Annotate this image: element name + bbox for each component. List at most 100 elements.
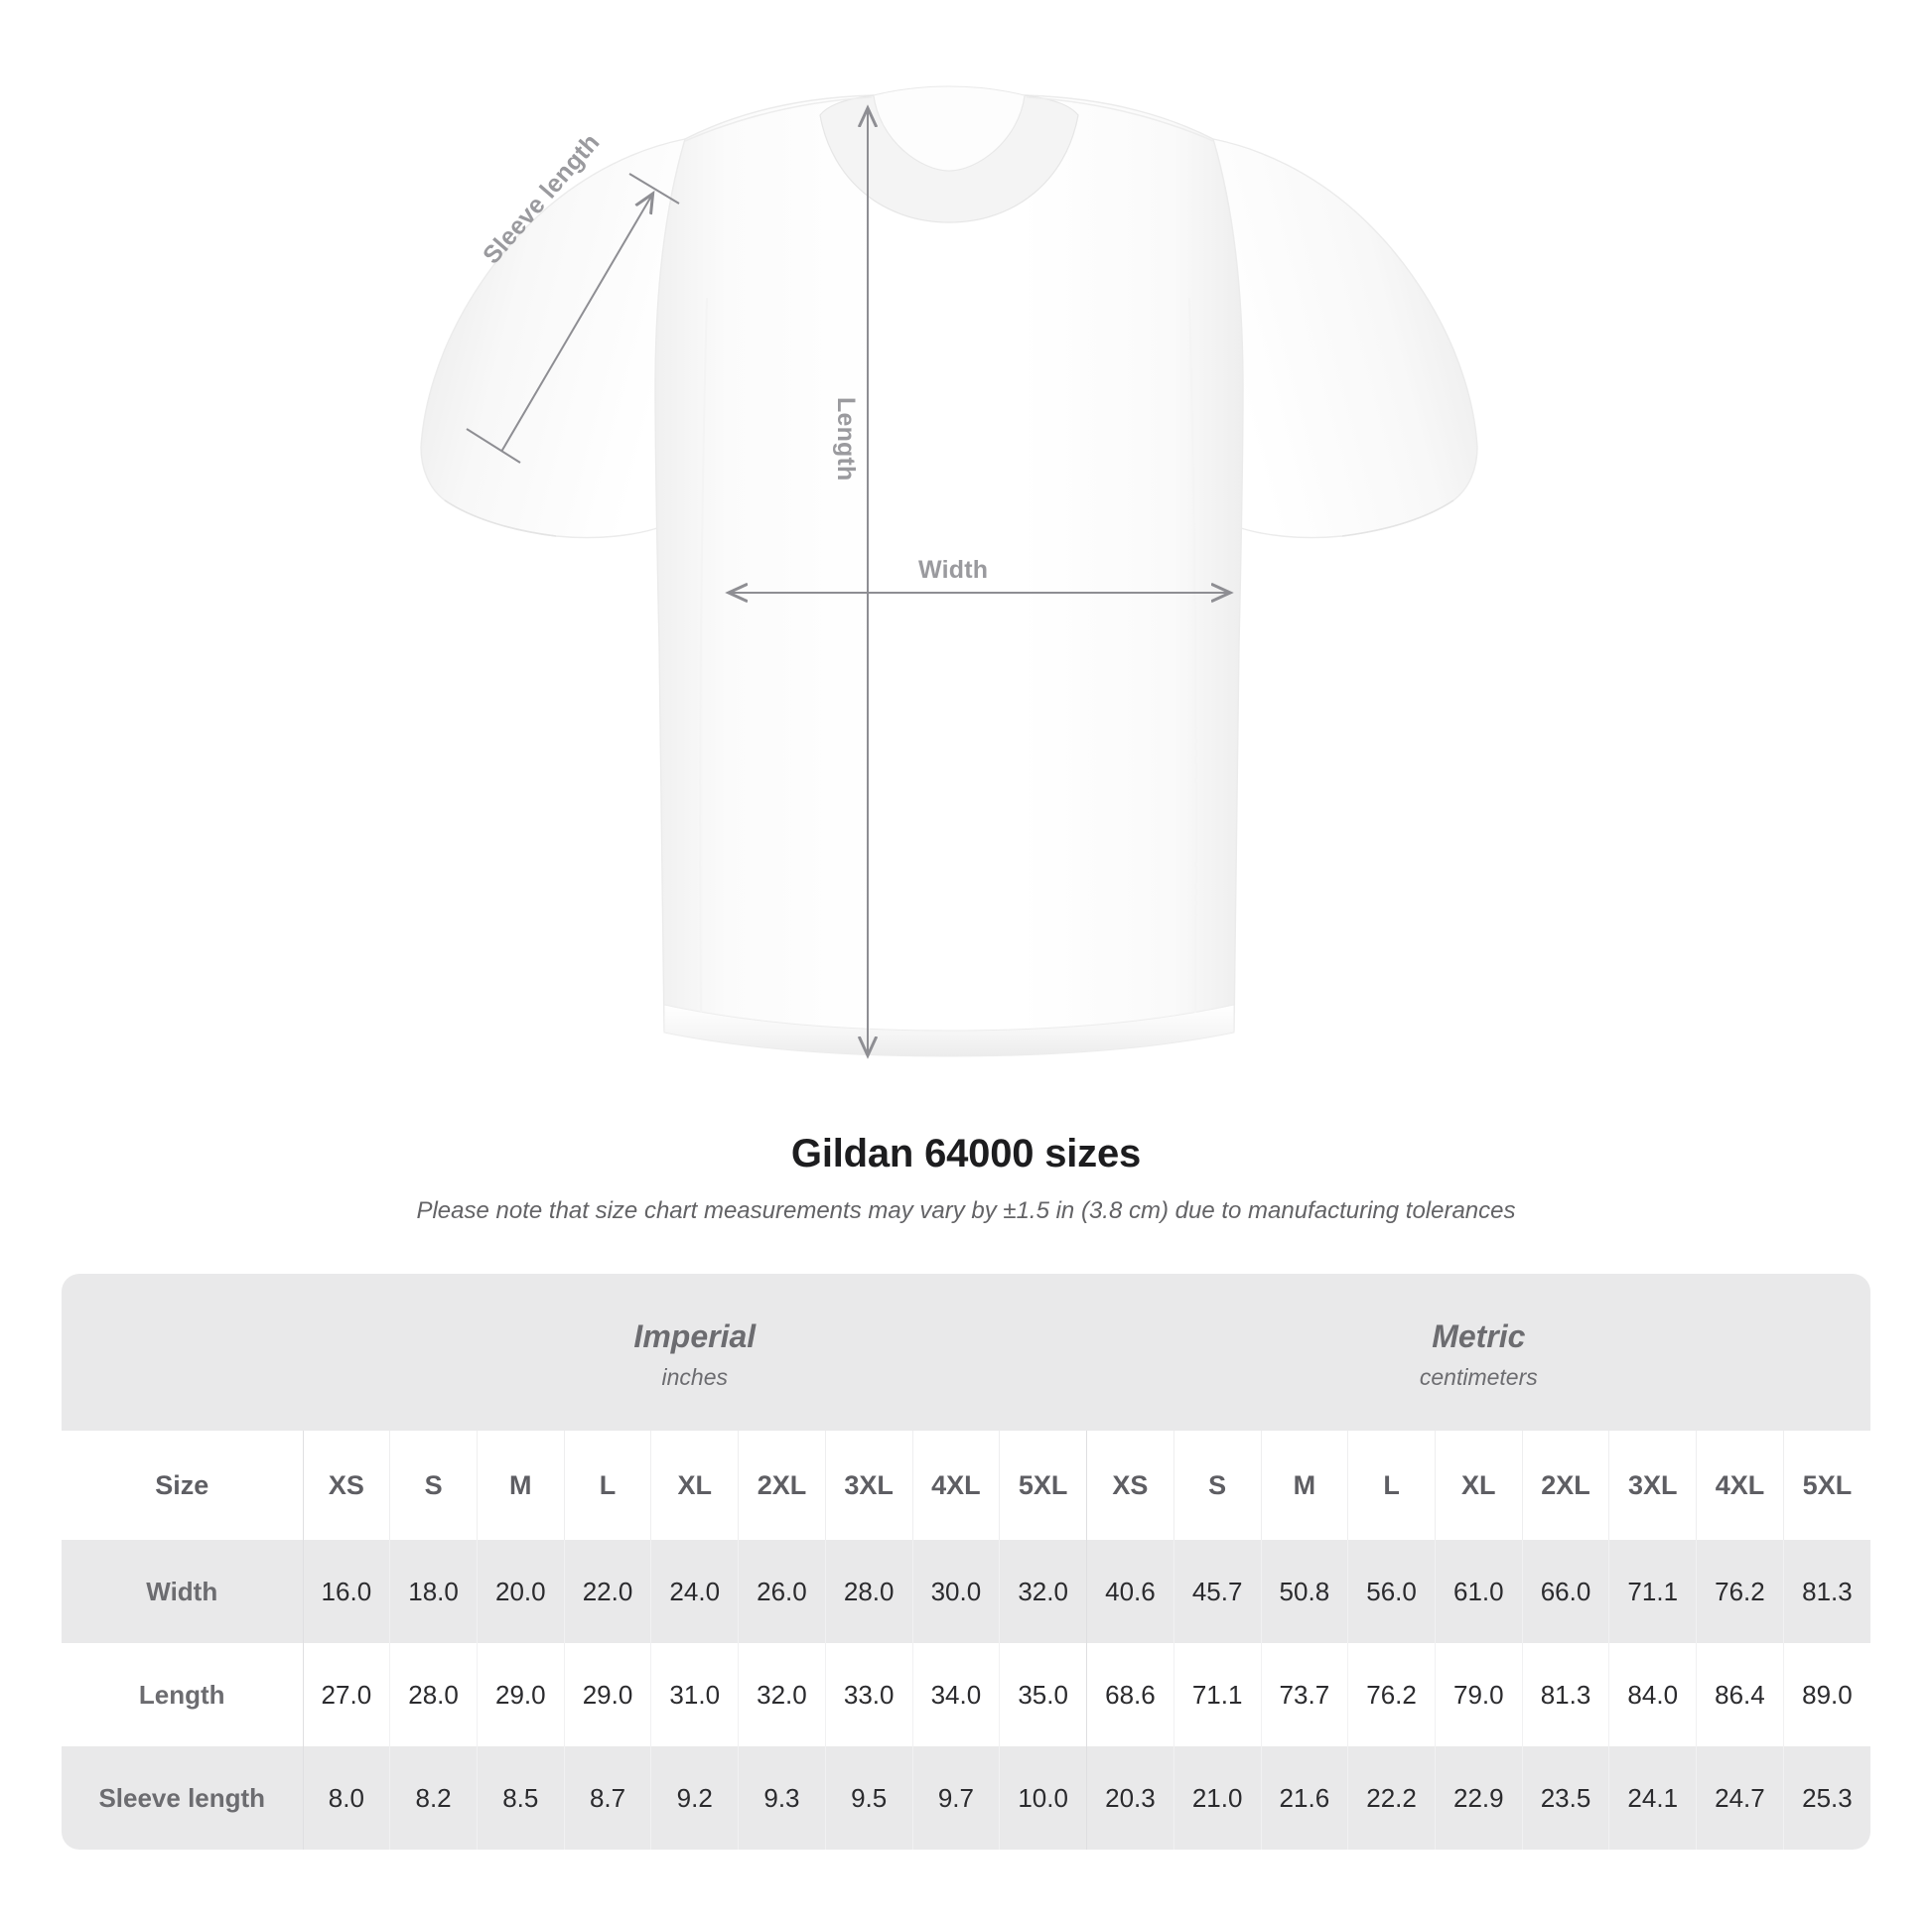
cell-length-metric-3xl: 84.0 — [1608, 1643, 1697, 1746]
cell-sleeve-length-imperial-xs: 8.0 — [302, 1746, 390, 1850]
cell-sleeve-length-metric-3xl: 24.1 — [1608, 1746, 1697, 1850]
row-label-sleeve-length: Sleeve length — [62, 1746, 303, 1850]
cell-sleeve-length-metric-5xl: 25.3 — [1782, 1746, 1870, 1850]
cell-width-metric-3xl: 71.1 — [1608, 1540, 1697, 1643]
tolerance-note: Please note that size chart measurements… — [416, 1197, 1516, 1224]
size-header-2xl: 2XL — [738, 1431, 826, 1540]
unit-block-subtitle: centimeters — [1419, 1363, 1538, 1390]
size-header-l: L — [1347, 1431, 1436, 1540]
cell-sleeve-length-imperial-4xl: 9.7 — [911, 1746, 1000, 1850]
unit-block-metric: Metric centimeters — [1086, 1274, 1870, 1431]
size-header-s: S — [389, 1431, 478, 1540]
cell-length-imperial-s: 28.0 — [389, 1643, 478, 1746]
cell-length-imperial-5xl: 35.0 — [999, 1643, 1087, 1746]
size-header-xs: XS — [302, 1431, 390, 1540]
size-header-xl: XL — [650, 1431, 739, 1540]
cell-width-metric-2xl: 66.0 — [1521, 1540, 1609, 1643]
cell-sleeve-length-imperial-2xl: 9.3 — [738, 1746, 826, 1850]
cell-width-metric-l: 56.0 — [1347, 1540, 1436, 1643]
size-header-3xl: 3XL — [1608, 1431, 1697, 1540]
left-sleeve-hem — [444, 499, 557, 537]
cell-sleeve-length-metric-xl: 22.9 — [1434, 1746, 1523, 1850]
table-row: Length 27.0 28.0 29.0 29.0 31.0 32.0 33.0 34.0 35… — [62, 1643, 1870, 1746]
row-label-length: Length — [62, 1643, 303, 1746]
cell-length-imperial-3xl: 33.0 — [824, 1643, 913, 1746]
cell-length-imperial-xs: 27.0 — [302, 1643, 390, 1746]
cell-length-metric-s: 71.1 — [1173, 1643, 1261, 1746]
cell-width-metric-s: 45.7 — [1173, 1540, 1261, 1643]
size-header-s: S — [1173, 1431, 1261, 1540]
unit-banner-spacer — [62, 1274, 303, 1431]
cell-length-imperial-l: 29.0 — [563, 1643, 651, 1746]
cell-sleeve-length-metric-m: 21.6 — [1260, 1746, 1348, 1850]
cell-sleeve-length-imperial-3xl: 9.5 — [824, 1746, 913, 1850]
cell-width-metric-xs: 40.6 — [1086, 1540, 1174, 1643]
cell-length-metric-xl: 79.0 — [1434, 1643, 1523, 1746]
width-dimension-label: Width — [918, 556, 989, 584]
size-header-row: Size XS S M L XL 2XL 3XL 4XL 5XL XS S M L XL 2XL 3XL 4XL 5… — [62, 1431, 1870, 1540]
cell-sleeve-length-metric-4xl: 24.7 — [1696, 1746, 1784, 1850]
cell-width-imperial-xs: 16.0 — [302, 1540, 390, 1643]
size-header-3xl: 3XL — [824, 1431, 913, 1540]
sleeve-measure-line — [500, 195, 652, 453]
cell-width-metric-xl: 61.0 — [1434, 1540, 1523, 1643]
size-header-4xl: 4XL — [1696, 1431, 1784, 1540]
cell-width-imperial-l: 22.0 — [563, 1540, 651, 1643]
unit-block-name: Metric — [1432, 1318, 1526, 1355]
right-shoulder-seam — [1026, 96, 1214, 142]
cell-length-imperial-4xl: 34.0 — [911, 1643, 1000, 1746]
cell-width-metric-m: 50.8 — [1260, 1540, 1348, 1643]
cell-width-imperial-3xl: 28.0 — [824, 1540, 913, 1643]
size-header-5xl: 5XL — [999, 1431, 1087, 1540]
cell-width-imperial-s: 18.0 — [389, 1540, 478, 1643]
tshirt-diagram: Width Length Sleeve length — [420, 85, 1478, 1112]
size-header-4xl: 4XL — [911, 1431, 1000, 1540]
cell-length-metric-4xl: 86.4 — [1696, 1643, 1784, 1746]
cell-width-imperial-m: 20.0 — [476, 1540, 565, 1643]
sleeve-tick-bottom — [466, 428, 521, 464]
page-title: Gildan 64000 sizes — [790, 1132, 1142, 1175]
cell-sleeve-length-imperial-5xl: 10.0 — [999, 1746, 1087, 1850]
unit-block-name: Imperial — [633, 1318, 757, 1355]
unit-block-imperial: Imperial inches — [303, 1274, 1087, 1431]
cell-length-imperial-2xl: 32.0 — [738, 1643, 826, 1746]
left-shoulder-seam — [684, 96, 873, 142]
right-sleeve-hem — [1341, 499, 1454, 537]
left-sleeve — [420, 138, 686, 539]
cell-width-imperial-2xl: 26.0 — [738, 1540, 826, 1643]
cell-sleeve-length-imperial-m: 8.5 — [476, 1746, 565, 1850]
cell-width-imperial-4xl: 30.0 — [911, 1540, 1000, 1643]
neck-opening — [873, 85, 1026, 172]
cell-width-imperial-5xl: 32.0 — [999, 1540, 1087, 1643]
cell-sleeve-length-imperial-xl: 9.2 — [650, 1746, 739, 1850]
cell-width-metric-5xl: 81.3 — [1782, 1540, 1870, 1643]
size-column-header: Size — [62, 1431, 303, 1540]
cell-width-metric-4xl: 76.2 — [1696, 1540, 1784, 1643]
cell-length-metric-xs: 68.6 — [1086, 1643, 1174, 1746]
cell-sleeve-length-metric-xs: 20.3 — [1086, 1746, 1174, 1850]
unit-banner-row: Imperial inches Metric centimeters — [62, 1274, 1870, 1431]
size-header-2xl: 2XL — [1521, 1431, 1609, 1540]
size-header-xs: XS — [1086, 1431, 1174, 1540]
size-header-m: M — [1260, 1431, 1348, 1540]
cell-length-metric-l: 76.2 — [1347, 1643, 1436, 1746]
size-header-l: L — [563, 1431, 651, 1540]
size-chart-table: Imperial inches Metric centimeters Size XS S M L… — [62, 1274, 1870, 1850]
cell-length-imperial-xl: 31.0 — [650, 1643, 739, 1746]
tshirt-illustration — [420, 85, 1478, 1112]
table-row: Width 16.0 18.0 20.0 22.0 24.0 26.0 28.0 30.0 32.… — [62, 1540, 1870, 1643]
cell-length-imperial-m: 29.0 — [476, 1643, 565, 1746]
right-sleeve — [1212, 138, 1478, 539]
cell-length-metric-5xl: 89.0 — [1782, 1643, 1870, 1746]
chart-heading: Gildan 64000 sizes Please note that size… — [0, 1132, 1932, 1225]
size-header-5xl: 5XL — [1782, 1431, 1870, 1540]
cell-sleeve-length-metric-2xl: 23.5 — [1521, 1746, 1609, 1850]
cell-length-metric-m: 73.7 — [1260, 1643, 1348, 1746]
cell-sleeve-length-metric-l: 22.2 — [1347, 1746, 1436, 1850]
sleeve-tick-top — [628, 173, 680, 205]
cell-sleeve-length-imperial-l: 8.7 — [563, 1746, 651, 1850]
size-header-xl: XL — [1434, 1431, 1523, 1540]
table-row: Sleeve length 8.0 8.2 8.5 8.7 9.2 9.3 9.5 9.7 10.… — [62, 1746, 1870, 1850]
fabric-fold-right — [1188, 297, 1197, 1014]
